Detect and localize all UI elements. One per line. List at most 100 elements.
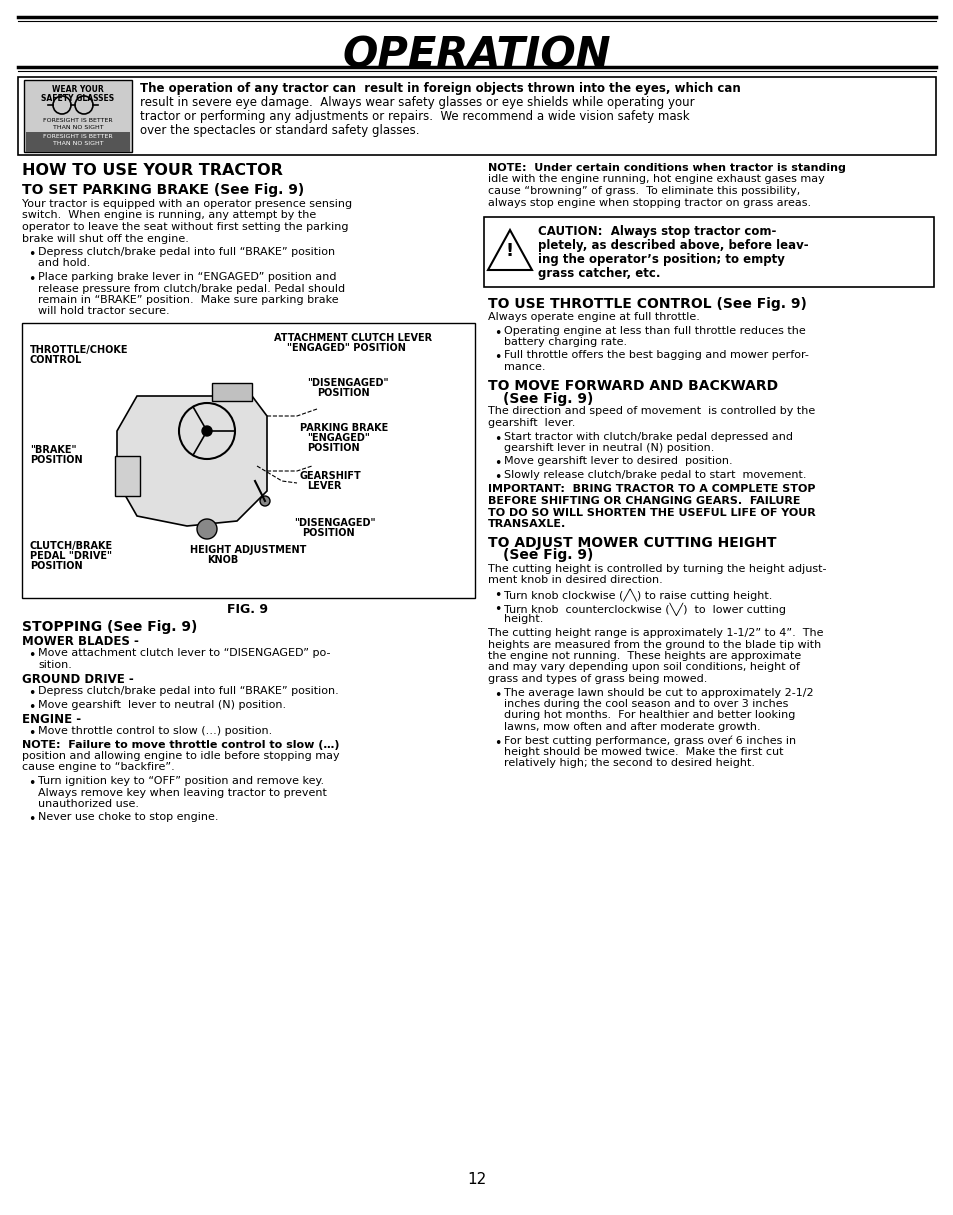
Text: Full throttle offers the best bagging and mower perfor-: Full throttle offers the best bagging an… <box>503 350 808 361</box>
Text: "ENGAGED" POSITION: "ENGAGED" POSITION <box>287 343 405 354</box>
Text: •: • <box>28 248 35 261</box>
Text: Slowly release clutch/brake pedal to start  movement.: Slowly release clutch/brake pedal to sta… <box>503 470 805 480</box>
Text: The cutting height is controlled by turning the height adjust-: The cutting height is controlled by turn… <box>488 564 825 573</box>
Text: pletely, as described above, before leav-: pletely, as described above, before leav… <box>537 239 808 252</box>
Text: switch.  When engine is running, any attempt by the: switch. When engine is running, any atte… <box>22 210 315 220</box>
Text: The direction and speed of movement  is controlled by the: The direction and speed of movement is c… <box>488 407 815 417</box>
Text: result in severe eye damage.  Always wear safety glasses or eye shields while op: result in severe eye damage. Always wear… <box>140 96 694 109</box>
Text: Depress clutch/brake pedal into full “BRAKE” position: Depress clutch/brake pedal into full “BR… <box>38 247 335 258</box>
Text: (See Fig. 9): (See Fig. 9) <box>502 548 593 563</box>
Text: LEVER: LEVER <box>307 481 341 491</box>
Text: remain in “BRAKE” position.  Make sure parking brake: remain in “BRAKE” position. Make sure pa… <box>38 295 338 305</box>
Text: Operating engine at less than full throttle reduces the: Operating engine at less than full throt… <box>503 326 805 335</box>
Text: Depress clutch/brake pedal into full “BRAKE” position.: Depress clutch/brake pedal into full “BR… <box>38 686 338 696</box>
Text: Turn knob clockwise (╱╲) to raise cutting height.: Turn knob clockwise (╱╲) to raise cuttin… <box>503 588 772 601</box>
Text: release pressure from clutch/brake pedal. Pedal should: release pressure from clutch/brake pedal… <box>38 283 345 294</box>
Text: •: • <box>28 649 35 662</box>
Text: Move gearshift lever to desired  position.: Move gearshift lever to desired position… <box>503 457 732 467</box>
Text: PARKING BRAKE: PARKING BRAKE <box>299 423 388 433</box>
Text: sition.: sition. <box>38 660 71 669</box>
Text: STOPPING (See Fig. 9): STOPPING (See Fig. 9) <box>22 620 197 634</box>
Text: gearshift lever in neutral (N) position.: gearshift lever in neutral (N) position. <box>503 443 714 453</box>
Text: over the spectacles or standard safety glasses.: over the spectacles or standard safety g… <box>140 124 419 137</box>
Text: "DISENGAGED": "DISENGAGED" <box>307 378 388 388</box>
Text: (See Fig. 9): (See Fig. 9) <box>502 391 593 406</box>
Bar <box>115 456 140 496</box>
Text: TO ADJUST MOWER CUTTING HEIGHT: TO ADJUST MOWER CUTTING HEIGHT <box>488 536 776 549</box>
Text: BEFORE SHIFTING OR CHANGING GEARS.  FAILURE: BEFORE SHIFTING OR CHANGING GEARS. FAILU… <box>488 496 800 505</box>
Text: PEDAL "DRIVE": PEDAL "DRIVE" <box>30 550 112 561</box>
Text: TRANSAXLE.: TRANSAXLE. <box>488 519 566 529</box>
Text: brake will shut off the engine.: brake will shut off the engine. <box>22 233 189 243</box>
Text: •: • <box>28 727 35 740</box>
Text: TO SET PARKING BRAKE (See Fig. 9): TO SET PARKING BRAKE (See Fig. 9) <box>22 183 304 197</box>
Text: IMPORTANT:  BRING TRACTOR TO A COMPLETE STOP: IMPORTANT: BRING TRACTOR TO A COMPLETE S… <box>488 485 815 495</box>
Text: CLUTCH/BRAKE: CLUTCH/BRAKE <box>30 541 113 550</box>
Text: 12: 12 <box>467 1172 486 1187</box>
Text: CONTROL: CONTROL <box>30 355 82 364</box>
Text: tractor or performing any adjustments or repairs.  We recommend a wide vision sa: tractor or performing any adjustments or… <box>140 111 689 123</box>
Text: •: • <box>494 351 501 364</box>
Text: •: • <box>28 814 35 826</box>
Text: lawns, mow often and after moderate growth.: lawns, mow often and after moderate grow… <box>503 722 760 731</box>
Text: TO MOVE FORWARD AND BACKWARD: TO MOVE FORWARD AND BACKWARD <box>488 379 778 392</box>
Text: TO USE THROTTLE CONTROL (See Fig. 9): TO USE THROTTLE CONTROL (See Fig. 9) <box>488 296 806 311</box>
Text: FORESIGHT IS BETTER: FORESIGHT IS BETTER <box>43 118 112 123</box>
Text: Move attachment clutch lever to “DISENGAGED” po-: Move attachment clutch lever to “DISENGA… <box>38 648 330 659</box>
Text: TO DO SO WILL SHORTEN THE USEFUL LIFE OF YOUR: TO DO SO WILL SHORTEN THE USEFUL LIFE OF… <box>488 508 815 518</box>
Text: operator to leave the seat without first setting the parking: operator to leave the seat without first… <box>22 222 348 232</box>
Text: KNOB: KNOB <box>207 555 238 565</box>
Text: ment knob in desired direction.: ment knob in desired direction. <box>488 575 662 584</box>
Text: GEARSHIFT: GEARSHIFT <box>299 471 361 481</box>
Text: POSITION: POSITION <box>30 561 83 571</box>
Text: The average lawn should be cut to approximately 2-1/2: The average lawn should be cut to approx… <box>503 688 813 697</box>
Text: The operation of any tractor can  result in foreign objects thrown into the eyes: The operation of any tractor can result … <box>140 81 740 95</box>
Text: SAFETY GLASSES: SAFETY GLASSES <box>41 94 114 103</box>
Text: •: • <box>28 778 35 790</box>
Text: during hot months.  For healthier and better looking: during hot months. For healthier and bet… <box>503 711 795 720</box>
Text: mance.: mance. <box>503 362 545 372</box>
Text: •: • <box>494 327 501 339</box>
Text: HOW TO USE YOUR TRACTOR: HOW TO USE YOUR TRACTOR <box>22 163 283 179</box>
Text: The cutting height range is approximately 1-1/2” to 4”.  The: The cutting height range is approximatel… <box>488 628 822 638</box>
Text: Your tractor is equipped with an operator presence sensing: Your tractor is equipped with an operato… <box>22 199 352 209</box>
Text: Move gearshift  lever to neutral (N) position.: Move gearshift lever to neutral (N) posi… <box>38 700 286 710</box>
Text: NOTE:  Failure to move throttle control to slow (…): NOTE: Failure to move throttle control t… <box>22 740 339 750</box>
Text: Always operate engine at full throttle.: Always operate engine at full throttle. <box>488 312 700 322</box>
Text: Turn knob  counterclockwise (╲╱)  to  lower cutting: Turn knob counterclockwise (╲╱) to lower… <box>503 601 785 615</box>
Text: OPERATION: OPERATION <box>342 35 611 77</box>
Text: !: ! <box>505 242 514 260</box>
Circle shape <box>260 496 270 505</box>
Text: Place parking brake lever in “ENGAGED” position and: Place parking brake lever in “ENGAGED” p… <box>38 272 336 282</box>
Text: heights are measured from the ground to the blade tip with: heights are measured from the ground to … <box>488 639 821 650</box>
Bar <box>26 132 130 152</box>
Text: •: • <box>494 471 501 484</box>
Bar <box>483 217 933 287</box>
Text: POSITION: POSITION <box>316 388 369 399</box>
Text: height.: height. <box>503 614 543 623</box>
Text: •: • <box>494 433 501 446</box>
Text: THROTTLE/CHOKE: THROTTLE/CHOKE <box>30 345 129 355</box>
Text: FORESIGHT IS BETTER: FORESIGHT IS BETTER <box>43 134 112 139</box>
Circle shape <box>196 519 216 539</box>
Text: HEIGHT ADJUSTMENT: HEIGHT ADJUSTMENT <box>190 546 306 555</box>
Bar <box>24 80 132 152</box>
Text: height should be mowed twice.  Make the first cut: height should be mowed twice. Make the f… <box>503 747 782 757</box>
Text: GROUND DRIVE -: GROUND DRIVE - <box>22 673 133 686</box>
Text: Turn ignition key to “OFF” position and remove key.: Turn ignition key to “OFF” position and … <box>38 776 324 786</box>
Text: battery charging rate.: battery charging rate. <box>503 337 626 347</box>
Text: inches during the cool season and to over 3 inches: inches during the cool season and to ove… <box>503 699 787 710</box>
Bar <box>212 383 252 401</box>
Text: Start tractor with clutch/brake pedal depressed and: Start tractor with clutch/brake pedal de… <box>503 431 792 441</box>
Text: and may vary depending upon soil conditions, height of: and may vary depending upon soil conditi… <box>488 662 799 672</box>
Text: FIG. 9: FIG. 9 <box>227 603 268 616</box>
Text: •: • <box>28 273 35 286</box>
Text: will hold tractor secure.: will hold tractor secure. <box>38 306 170 316</box>
Text: "ENGAGED": "ENGAGED" <box>307 433 370 443</box>
Text: always stop engine when stopping tractor on grass areas.: always stop engine when stopping tractor… <box>488 198 810 208</box>
Text: WEAR YOUR: WEAR YOUR <box>52 85 104 94</box>
Text: position and allowing engine to idle before stopping may: position and allowing engine to idle bef… <box>22 751 339 761</box>
Text: gearshift  lever.: gearshift lever. <box>488 418 575 428</box>
Text: •: • <box>494 458 501 470</box>
Text: THAN NO SIGHT: THAN NO SIGHT <box>52 141 103 146</box>
